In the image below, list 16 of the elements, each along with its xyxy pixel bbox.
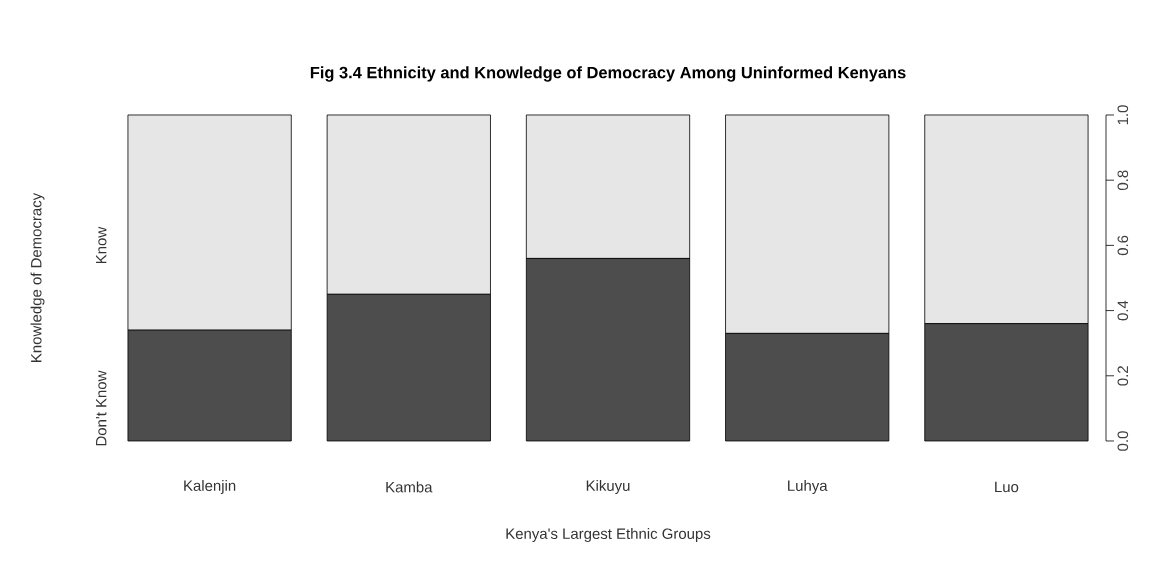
y-tick-label: 0.4 (1117, 300, 1129, 321)
text: Know (96, 226, 107, 264)
x-tick-label: Luhya (788, 480, 828, 494)
chart-title: Fig 3.4 Ethnicity and Knowledge of Democracy Among Uninformed Kenyans (310, 66, 906, 82)
y-tick-label: 0.0 (1117, 431, 1129, 451)
x-tick-label: Kikuyu (586, 480, 630, 494)
y-tick-label: 0.8 (1117, 170, 1129, 190)
y-tick-label: 0.6 (1117, 235, 1129, 256)
y-tick-label: 1.0 (1117, 105, 1129, 125)
y-tick-label: 0.2 (1117, 366, 1129, 386)
text: Don't Know (96, 370, 107, 446)
y-axis-title: Knowledge of Democracy (30, 192, 45, 362)
x-tick-label: Luo (995, 481, 1019, 493)
x-tick-label: Kalenjin (184, 480, 236, 494)
x-axis-title: Kenya's Largest Ethnic Groups (506, 528, 711, 542)
x-tick-label: Kamba (386, 481, 433, 493)
